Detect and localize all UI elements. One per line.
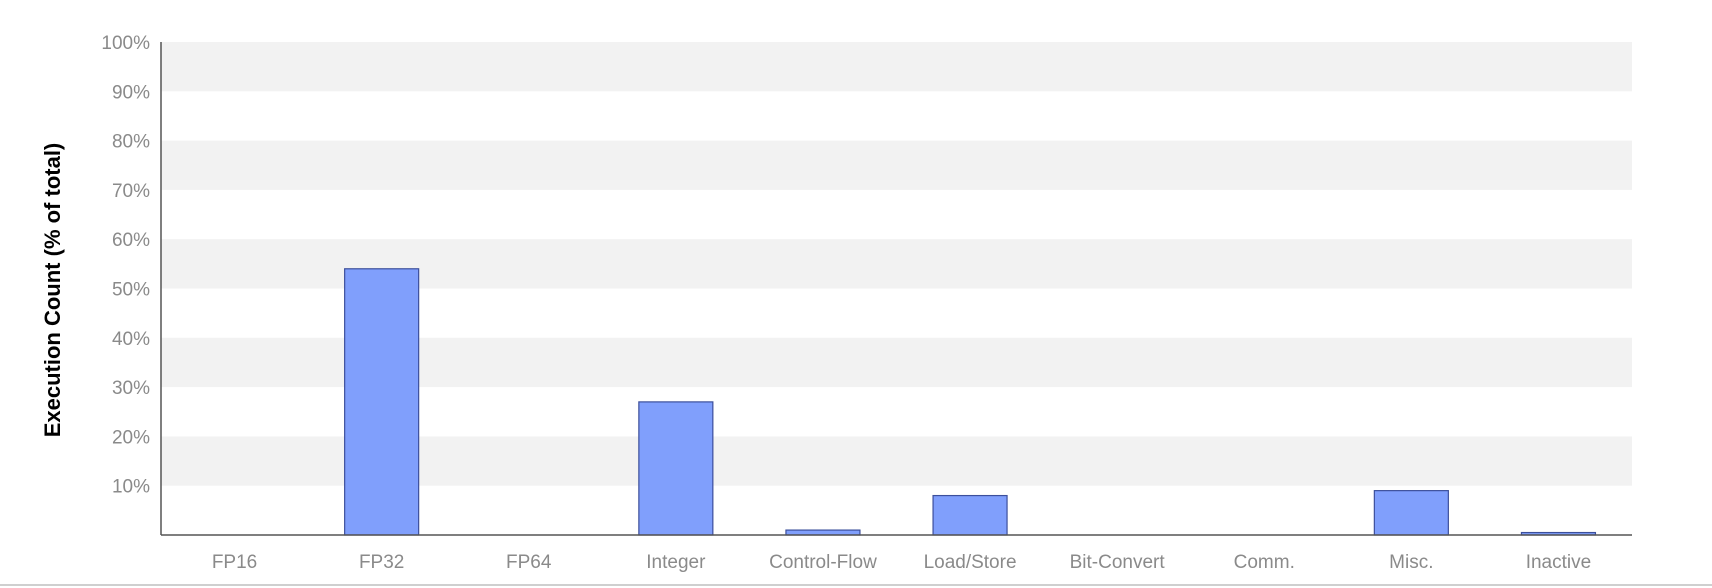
x-tick-label: FP32 (359, 552, 404, 573)
grid-bands (161, 42, 1632, 486)
bar-load-store (932, 494, 1008, 536)
x-tick-label: Bit-Convert (1070, 552, 1166, 573)
y-tick-labels: 10% 20% 30% 40% 50% 60% 70% 80% 90% 100% (101, 33, 150, 498)
bar-integer (638, 401, 714, 536)
y-tick-label: 20% (112, 427, 150, 448)
bars-group (344, 268, 1597, 536)
x-tick-label: Load/Store (924, 552, 1017, 573)
x-tick-labels: FP16 FP32 FP64 Integer Control-Flow Load/Stor… (212, 552, 1591, 573)
y-tick-label: 10% (112, 477, 150, 498)
y-tick-label: 50% (112, 280, 150, 301)
y-tick-label: 100% (101, 33, 150, 54)
axes (160, 42, 1632, 536)
y-tick-label: 40% (112, 329, 150, 350)
bottom-divider (0, 584, 1712, 586)
x-tick-label: Misc. (1389, 552, 1433, 573)
y-tick-label: 90% (112, 82, 150, 103)
y-tick-label: 30% (112, 378, 150, 399)
y-tick-label: 60% (112, 230, 150, 251)
x-tick-label: Control-Flow (769, 552, 877, 573)
bar-fp32 (344, 268, 420, 536)
bar-misc (1373, 490, 1449, 536)
y-axis-label: Execution Count (% of total) (40, 143, 65, 438)
x-tick-label: Integer (646, 552, 706, 573)
x-tick-label: Inactive (1526, 552, 1591, 573)
grid-band (161, 42, 1632, 92)
x-tick-label: Comm. (1234, 552, 1295, 573)
y-tick-label: 80% (112, 132, 150, 153)
y-tick-label: 70% (112, 181, 150, 202)
x-tick-label: FP64 (506, 552, 552, 573)
grid-band (161, 140, 1632, 190)
x-tick-label: FP16 (212, 552, 257, 573)
